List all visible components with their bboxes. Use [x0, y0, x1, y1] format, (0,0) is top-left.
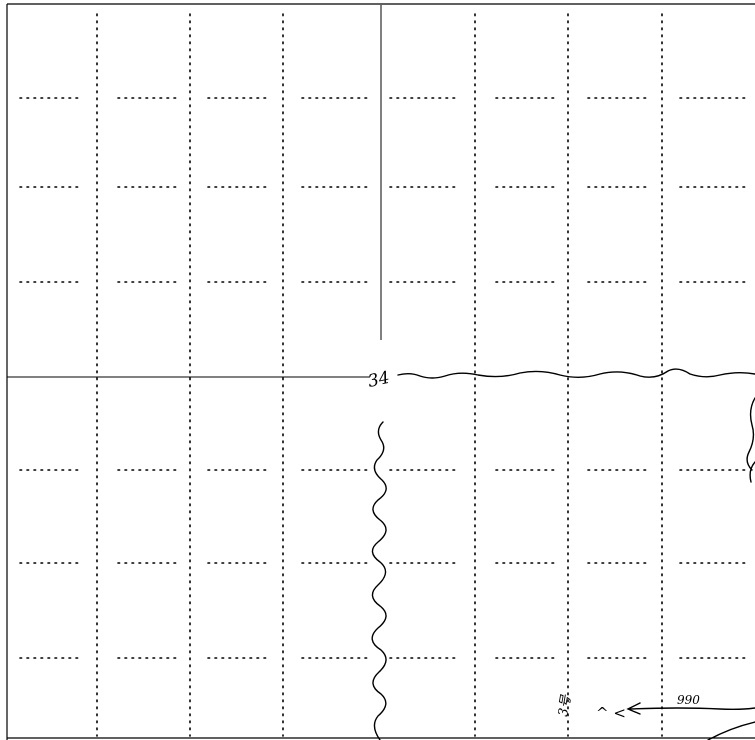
left-arrow-icon [626, 702, 641, 715]
vertical-note-label: 3号 [556, 693, 575, 718]
boundary-top-line [397, 368, 755, 379]
boundary-left-line [371, 421, 387, 740]
dotted-grid [19, 13, 749, 737]
center-axes [7, 5, 382, 378]
boundary-bottom-line [629, 707, 755, 711]
boundary-bottom-right-curve [707, 721, 755, 740]
distance-label: 990 [677, 693, 700, 707]
hand-drawn-boundary [371, 368, 755, 740]
sheet-frame [6, 3, 755, 740]
boundary-right-edge [746, 397, 755, 483]
note-marks-label: ^ < [596, 704, 626, 722]
handwritten-labels: 34 990 3号 ^ < [366, 368, 700, 722]
corner-mark-label: 34 [366, 368, 391, 392]
